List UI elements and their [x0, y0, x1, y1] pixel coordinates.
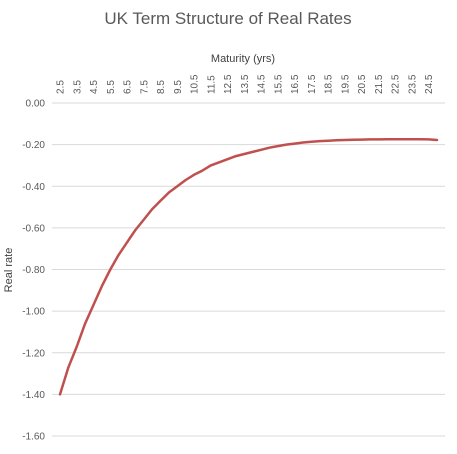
y-tick-labels: 0.00 -0.20 -0.40 -0.60 -0.80 -1.00 -1.20 -1.40 -… — [22, 99, 45, 443]
x-tick-label: 13.5 — [240, 74, 251, 94]
x-tick-label: 7.5 — [139, 80, 150, 94]
x-tick-label: 18.5 — [324, 74, 335, 94]
x-tick-label: 22.5 — [391, 74, 402, 94]
x-tick-label: 10.5 — [190, 74, 201, 94]
series-line — [58, 137, 439, 396]
y-tick-label: -0.60 — [22, 223, 45, 234]
x-tick-label: 12.5 — [223, 74, 234, 94]
x-tick-label: 6.5 — [123, 80, 134, 94]
y-tick-label: -0.40 — [22, 182, 45, 193]
x-tick-label: 2.5 — [56, 80, 67, 94]
x-tick-label: 23.5 — [407, 74, 418, 94]
x-tick-label: 5.5 — [106, 80, 117, 94]
gridlines — [52, 102, 445, 437]
x-tick-label: 11.5 — [206, 75, 217, 94]
x-axis-title: Maturity (yrs) — [211, 53, 275, 65]
y-tick-label: -0.80 — [22, 265, 45, 276]
y-tick-label: -0.20 — [22, 140, 45, 151]
x-tick-labels: 2.5 3.5 4.5 5.5 6.5 7.5 8.5 9.5 10.5 11.5 12.5 13.5… — [56, 74, 436, 94]
x-tick-label: 8.5 — [156, 80, 167, 94]
y-tick-label: -1.00 — [22, 307, 45, 318]
x-tick-label: 16.5 — [290, 74, 301, 94]
x-tick-label: 24.5 — [424, 74, 435, 94]
x-tick-label: 17.5 — [307, 74, 318, 94]
y-axis-title: Real rate — [3, 248, 15, 293]
x-tick-label: 19.5 — [340, 74, 351, 94]
series-layer — [58, 137, 439, 396]
x-tick-label: 9.5 — [173, 80, 184, 94]
x-tick-label: 3.5 — [72, 80, 83, 94]
y-tick-label: -1.60 — [22, 432, 45, 443]
chart-title: UK Term Structure of Real Rates — [104, 9, 351, 28]
x-tick-label: 14.5 — [257, 74, 268, 94]
x-tick-label: 20.5 — [357, 74, 368, 94]
y-tick-label: 0.00 — [26, 99, 46, 110]
x-tick-label: 4.5 — [89, 80, 100, 94]
y-tick-label: -1.40 — [22, 390, 45, 401]
x-tick-label: 21.5 — [374, 74, 385, 94]
x-tick-label: 15.5 — [273, 74, 284, 94]
y-tick-label: -1.20 — [22, 348, 45, 359]
